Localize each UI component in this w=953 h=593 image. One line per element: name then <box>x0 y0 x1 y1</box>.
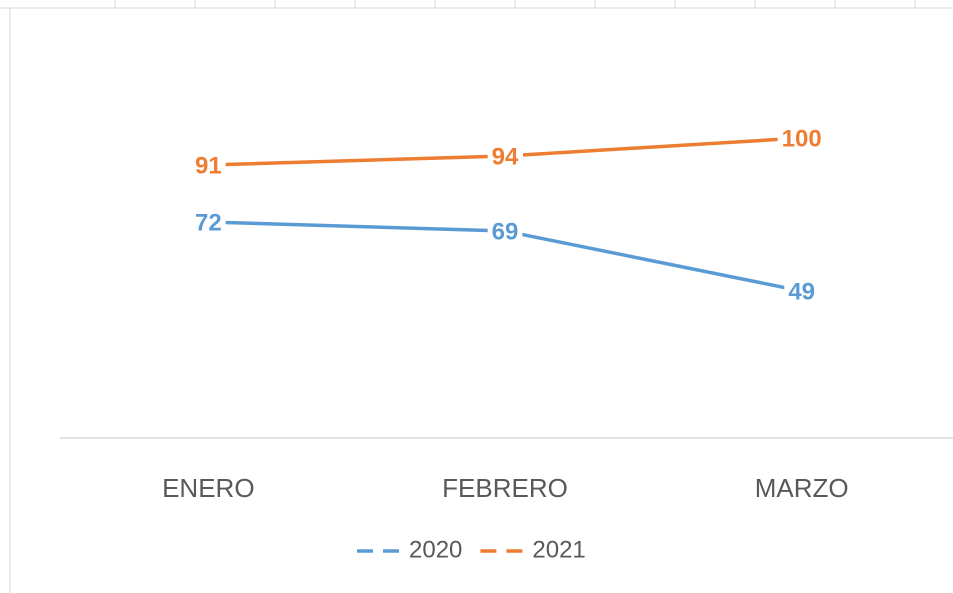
data-label: 100 <box>782 125 822 152</box>
data-label-bg <box>784 278 820 306</box>
data-label: 69 <box>492 218 519 245</box>
data-label-bg <box>777 125 826 153</box>
data-label: 91 <box>195 152 222 179</box>
x-tick-label: ENERO <box>162 473 254 503</box>
data-label: 94 <box>492 143 519 170</box>
legend-label: 2020 <box>409 536 462 563</box>
data-label: 49 <box>788 278 815 305</box>
data-label-bg <box>190 209 226 237</box>
data-label-bg <box>487 143 523 171</box>
legend-label: 2021 <box>532 536 585 563</box>
data-label-bg <box>190 152 226 180</box>
x-tick-label: FEBRERO <box>442 473 568 503</box>
data-label-bg <box>487 218 523 246</box>
data-label: 72 <box>195 209 222 236</box>
x-tick-label: MARZO <box>755 473 849 503</box>
